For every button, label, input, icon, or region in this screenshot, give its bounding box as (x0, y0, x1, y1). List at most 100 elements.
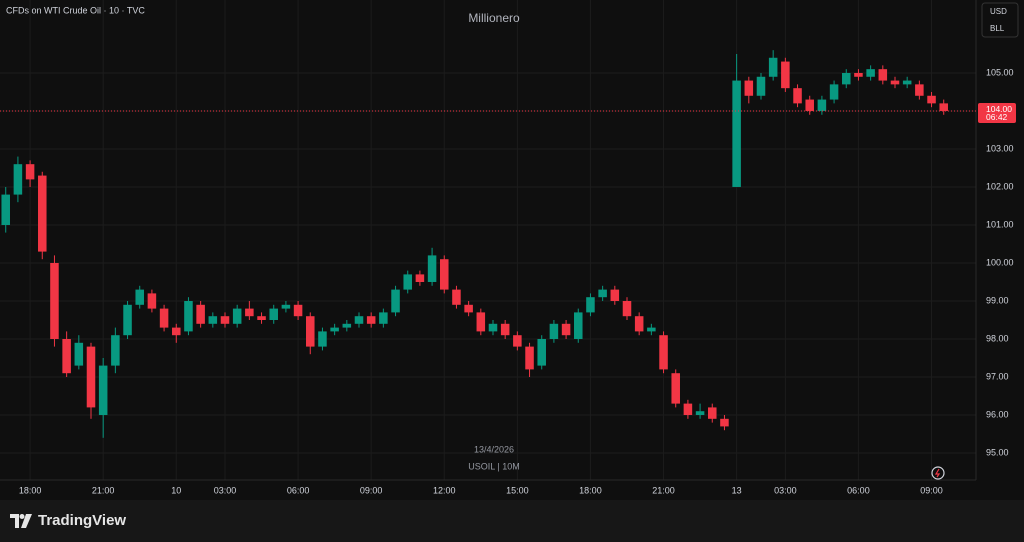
candle-body (525, 346, 534, 370)
last-price-tag (978, 102, 1016, 123)
candle-body (671, 373, 680, 404)
candle-body (720, 418, 729, 427)
date-label: 13/4/2026 (474, 444, 514, 454)
candle-body (817, 99, 827, 111)
candle-body (74, 342, 84, 366)
candle-body (927, 95, 936, 104)
candle-body (513, 335, 522, 347)
candle-body (768, 57, 778, 77)
candle-body (403, 274, 412, 290)
x-tick-label: 21:00 (92, 485, 115, 495)
candle-body (184, 300, 193, 332)
symbol-label: USOIL | 10M (468, 461, 520, 471)
candle-body (62, 339, 71, 374)
y-tick-label: 105.00 (986, 67, 1014, 77)
candle-body (123, 304, 132, 336)
x-tick-label: 03:00 (214, 485, 237, 495)
candle-body (610, 289, 620, 301)
candle-body (366, 316, 376, 324)
candle-body (659, 335, 668, 370)
candle-body (135, 289, 144, 305)
x-tick-label: 09:00 (360, 485, 383, 495)
candle-body (695, 411, 705, 416)
candle-body (318, 331, 327, 347)
x-tick-label: 06:00 (287, 485, 310, 495)
y-tick-label: 98.00 (986, 333, 1009, 343)
unit: BLL (990, 24, 1005, 33)
x-tick-label: 12:00 (433, 485, 456, 495)
x-tick-label: 06:00 (847, 485, 870, 495)
brand-name: TradingView (38, 512, 127, 529)
candle-body (415, 274, 425, 282)
candle-body (939, 103, 948, 111)
x-tick-label: 10 (171, 485, 181, 495)
chart-title: CFDs on WTI Crude Oil · 10 · TVC (6, 5, 145, 15)
watermark: Millionero (468, 11, 520, 25)
x-tick-label: 21:00 (652, 485, 675, 495)
candle-body (744, 80, 754, 96)
unit-box[interactable] (981, 2, 1019, 38)
brand-logo (10, 513, 32, 528)
x-tick-label: 03:00 (774, 485, 797, 495)
candle-body (732, 80, 741, 187)
candle-body (159, 308, 169, 328)
y-tick-label: 101.00 (986, 219, 1014, 229)
candle-body (281, 304, 291, 309)
candle-body (427, 255, 437, 282)
brand[interactable]: TradingView (10, 512, 126, 529)
candle-body (549, 323, 559, 340)
candle-body (98, 365, 108, 416)
candle-body (38, 175, 47, 252)
candle-body (915, 84, 924, 96)
y-tick-label: 103.00 (986, 143, 1014, 153)
candle-body (476, 312, 486, 332)
candle-body (232, 308, 242, 324)
candle-body (330, 327, 339, 332)
candle-body (647, 327, 656, 332)
candle-body (829, 84, 839, 100)
candle-body (683, 403, 693, 416)
candle-body (586, 297, 595, 313)
candle-body (634, 316, 644, 332)
candle-body (866, 69, 875, 77)
x-tick-label: 18:00 (579, 485, 602, 495)
candle-body (574, 312, 583, 340)
candle-body (793, 88, 802, 104)
candle-body (220, 316, 230, 324)
candle-body (208, 316, 218, 324)
y-tick-label: 95.00 (986, 447, 1009, 457)
candle-body (257, 316, 266, 320)
candle-body (440, 259, 449, 290)
currency: USD (990, 7, 1007, 16)
candle-body (391, 289, 400, 313)
background (0, 0, 1024, 500)
candle-body (488, 323, 498, 332)
candle-body (25, 164, 35, 180)
candle-body (147, 293, 157, 309)
candle-body (379, 312, 388, 324)
x-tick-label: 09:00 (920, 485, 943, 495)
candle-body (1, 194, 10, 225)
candle-body (111, 335, 120, 366)
candle-body (342, 323, 352, 328)
candle-body (86, 346, 96, 408)
candle-body (306, 316, 315, 347)
candle-body (622, 300, 632, 317)
countdown: 06:42 (986, 112, 1008, 122)
footer: TradingView (0, 500, 1024, 542)
candle-body (172, 327, 181, 336)
candle-body (890, 80, 900, 85)
candle-body (50, 262, 59, 340)
candle-body (781, 61, 790, 89)
x-tick-label: 15:00 (506, 485, 529, 495)
y-tick-label: 97.00 (986, 371, 1009, 381)
candle-body (842, 72, 851, 85)
candle-body (878, 69, 888, 81)
last-price-label: 104.00 (986, 104, 1012, 114)
alert-icon[interactable] (931, 466, 945, 480)
candle-body (902, 80, 912, 85)
y-tick-label: 96.00 (986, 409, 1009, 419)
candle-body (13, 164, 23, 195)
chart: CFDs on WTI Crude Oil · 10 · TVC Million… (0, 0, 1024, 500)
